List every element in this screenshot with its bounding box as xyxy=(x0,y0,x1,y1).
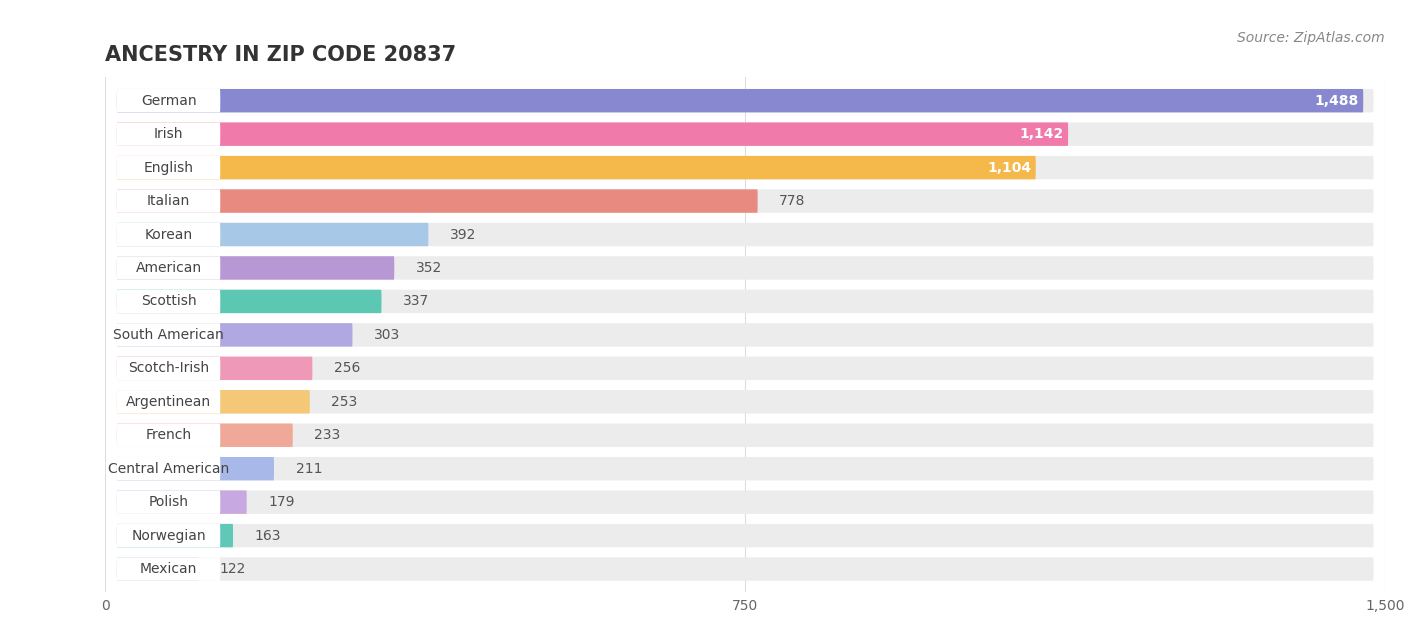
Text: Scottish: Scottish xyxy=(141,294,197,308)
Text: Central American: Central American xyxy=(108,462,229,476)
FancyBboxPatch shape xyxy=(117,457,274,480)
Text: Argentinean: Argentinean xyxy=(127,395,211,409)
FancyBboxPatch shape xyxy=(117,89,221,113)
Text: German: German xyxy=(141,93,197,108)
FancyBboxPatch shape xyxy=(117,557,198,581)
Text: 211: 211 xyxy=(295,462,322,476)
Text: French: French xyxy=(145,428,191,442)
FancyBboxPatch shape xyxy=(117,156,1374,179)
FancyBboxPatch shape xyxy=(117,457,221,480)
Text: 778: 778 xyxy=(779,194,806,208)
FancyBboxPatch shape xyxy=(117,122,1374,146)
Text: 392: 392 xyxy=(450,227,477,242)
Text: 1,142: 1,142 xyxy=(1019,127,1063,141)
FancyBboxPatch shape xyxy=(117,390,1374,413)
FancyBboxPatch shape xyxy=(117,557,221,581)
FancyBboxPatch shape xyxy=(117,189,221,213)
Text: 337: 337 xyxy=(404,294,429,308)
FancyBboxPatch shape xyxy=(117,89,1374,113)
FancyBboxPatch shape xyxy=(117,524,233,547)
Text: Irish: Irish xyxy=(153,127,183,141)
FancyBboxPatch shape xyxy=(117,424,1374,447)
FancyBboxPatch shape xyxy=(117,223,221,246)
Text: 352: 352 xyxy=(416,261,441,275)
FancyBboxPatch shape xyxy=(117,357,221,380)
Text: 179: 179 xyxy=(269,495,295,509)
Text: 256: 256 xyxy=(335,361,360,375)
FancyBboxPatch shape xyxy=(117,323,353,346)
FancyBboxPatch shape xyxy=(117,491,246,514)
Text: 1,488: 1,488 xyxy=(1315,93,1358,108)
FancyBboxPatch shape xyxy=(117,223,1374,246)
FancyBboxPatch shape xyxy=(117,491,221,514)
Text: Scotch-Irish: Scotch-Irish xyxy=(128,361,209,375)
FancyBboxPatch shape xyxy=(117,357,1374,380)
FancyBboxPatch shape xyxy=(117,122,1069,146)
Text: Polish: Polish xyxy=(149,495,188,509)
FancyBboxPatch shape xyxy=(117,424,221,447)
FancyBboxPatch shape xyxy=(117,189,1374,213)
FancyBboxPatch shape xyxy=(117,390,221,413)
Text: 303: 303 xyxy=(374,328,401,342)
Text: 122: 122 xyxy=(219,562,246,576)
FancyBboxPatch shape xyxy=(117,323,221,346)
FancyBboxPatch shape xyxy=(117,424,292,447)
Text: 253: 253 xyxy=(332,395,357,409)
FancyBboxPatch shape xyxy=(117,89,1364,113)
FancyBboxPatch shape xyxy=(117,323,1374,346)
FancyBboxPatch shape xyxy=(117,524,1374,547)
Text: American: American xyxy=(135,261,201,275)
FancyBboxPatch shape xyxy=(117,357,312,380)
Text: 163: 163 xyxy=(254,529,281,543)
FancyBboxPatch shape xyxy=(117,524,221,547)
FancyBboxPatch shape xyxy=(117,491,1374,514)
Text: ANCESTRY IN ZIP CODE 20837: ANCESTRY IN ZIP CODE 20837 xyxy=(105,44,457,64)
Text: Mexican: Mexican xyxy=(139,562,197,576)
Text: 1,104: 1,104 xyxy=(987,160,1031,175)
FancyBboxPatch shape xyxy=(117,290,1374,313)
FancyBboxPatch shape xyxy=(117,189,758,213)
Text: English: English xyxy=(143,160,194,175)
FancyBboxPatch shape xyxy=(117,390,309,413)
FancyBboxPatch shape xyxy=(117,223,429,246)
FancyBboxPatch shape xyxy=(117,122,221,146)
Text: Italian: Italian xyxy=(148,194,190,208)
FancyBboxPatch shape xyxy=(117,557,1374,581)
FancyBboxPatch shape xyxy=(117,256,221,279)
FancyBboxPatch shape xyxy=(117,156,1036,179)
Text: Korean: Korean xyxy=(145,227,193,242)
FancyBboxPatch shape xyxy=(117,290,381,313)
FancyBboxPatch shape xyxy=(117,256,1374,279)
Text: Norwegian: Norwegian xyxy=(131,529,205,543)
Text: South American: South American xyxy=(114,328,224,342)
FancyBboxPatch shape xyxy=(117,290,221,313)
FancyBboxPatch shape xyxy=(117,156,221,179)
Text: Source: ZipAtlas.com: Source: ZipAtlas.com xyxy=(1237,31,1385,45)
FancyBboxPatch shape xyxy=(117,256,394,279)
FancyBboxPatch shape xyxy=(117,457,1374,480)
Text: 233: 233 xyxy=(315,428,340,442)
